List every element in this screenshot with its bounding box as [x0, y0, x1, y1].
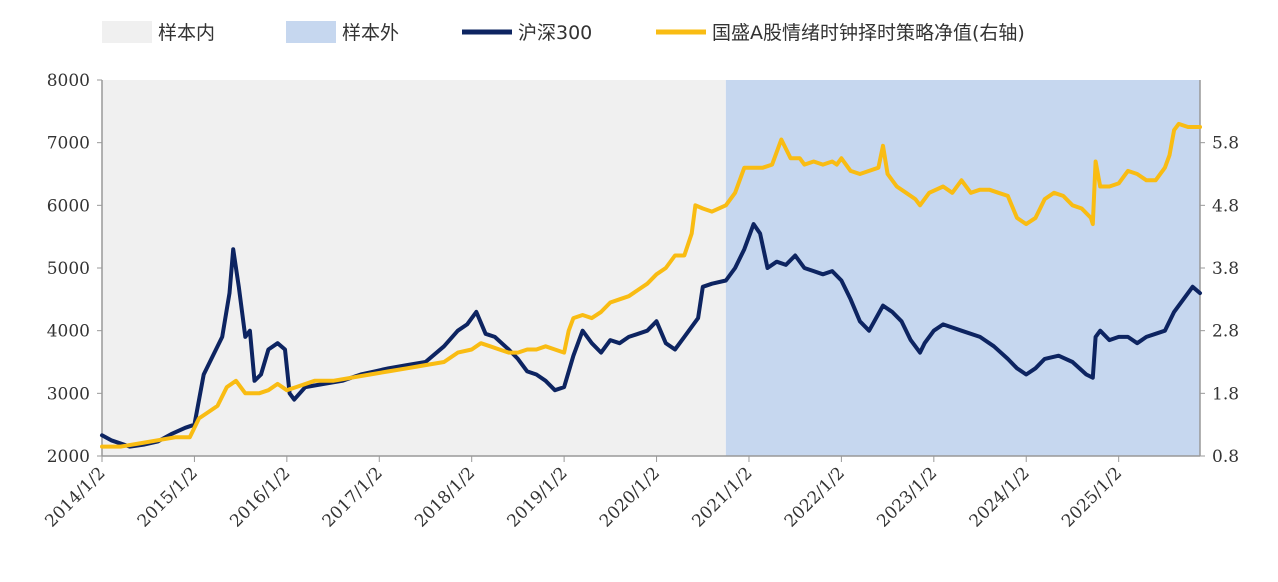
- x-tick-label: 2022/1/2: [781, 463, 849, 531]
- y-left-tick-label: 4000: [47, 322, 90, 342]
- x-tick-label: 2025/1/2: [1058, 463, 1126, 531]
- y-right-tick-label: 2.8: [1212, 322, 1239, 342]
- legend-label-in_sample: 样本内: [158, 22, 215, 44]
- legend-label-out_sample: 样本外: [342, 22, 399, 44]
- x-tick-label: 2023/1/2: [873, 463, 941, 531]
- legend: 样本内 样本外 沪深300 国盛A股情绪时钟择时策略净值(右轴): [102, 21, 1025, 44]
- x-tick-label: 2020/1/2: [596, 463, 664, 531]
- region-in_sample: [102, 80, 726, 456]
- x-tick-label: 2014/1/2: [41, 463, 109, 531]
- y-left-tick-label: 3000: [47, 384, 90, 404]
- legend-swatch-out_sample: [286, 21, 336, 43]
- region-out_sample: [725, 80, 1200, 456]
- sample-regions: [102, 80, 1200, 456]
- x-tick-label: 2019/1/2: [504, 463, 572, 531]
- series-layer: [100, 121, 1202, 449]
- y-right-tick-label: 0.8: [1212, 447, 1239, 467]
- x-tick-label: 2024/1/2: [966, 463, 1034, 531]
- x-tick-label: 2015/1/2: [134, 463, 202, 531]
- y-right-tick-label: 1.8: [1212, 384, 1239, 404]
- y-left-tick-label: 7000: [47, 134, 90, 154]
- x-tick-label: 2021/1/2: [688, 463, 756, 531]
- y-left-tick-label: 5000: [47, 259, 90, 279]
- x-tick-label: 2017/1/2: [319, 463, 387, 531]
- y-left-tick-label: 8000: [47, 71, 90, 91]
- y-left-tick-label: 2000: [47, 447, 90, 467]
- y-left-tick-label: 6000: [47, 196, 90, 216]
- y-right-tick-label: 5.8: [1212, 134, 1239, 154]
- y-right-tick-label: 3.8: [1212, 259, 1239, 279]
- y-right-tick-label: 4.8: [1212, 196, 1239, 216]
- legend-label-strategy: 国盛A股情绪时钟择时策略净值(右轴): [712, 22, 1025, 44]
- legend-label-hs300: 沪深300: [518, 22, 592, 44]
- series-line-hs300: [100, 222, 1202, 449]
- x-tick-label: 2018/1/2: [411, 463, 479, 531]
- series-line-strategy: [100, 121, 1202, 449]
- x-tick-label: 2016/1/2: [226, 463, 294, 531]
- legend-swatch-in_sample: [102, 21, 152, 43]
